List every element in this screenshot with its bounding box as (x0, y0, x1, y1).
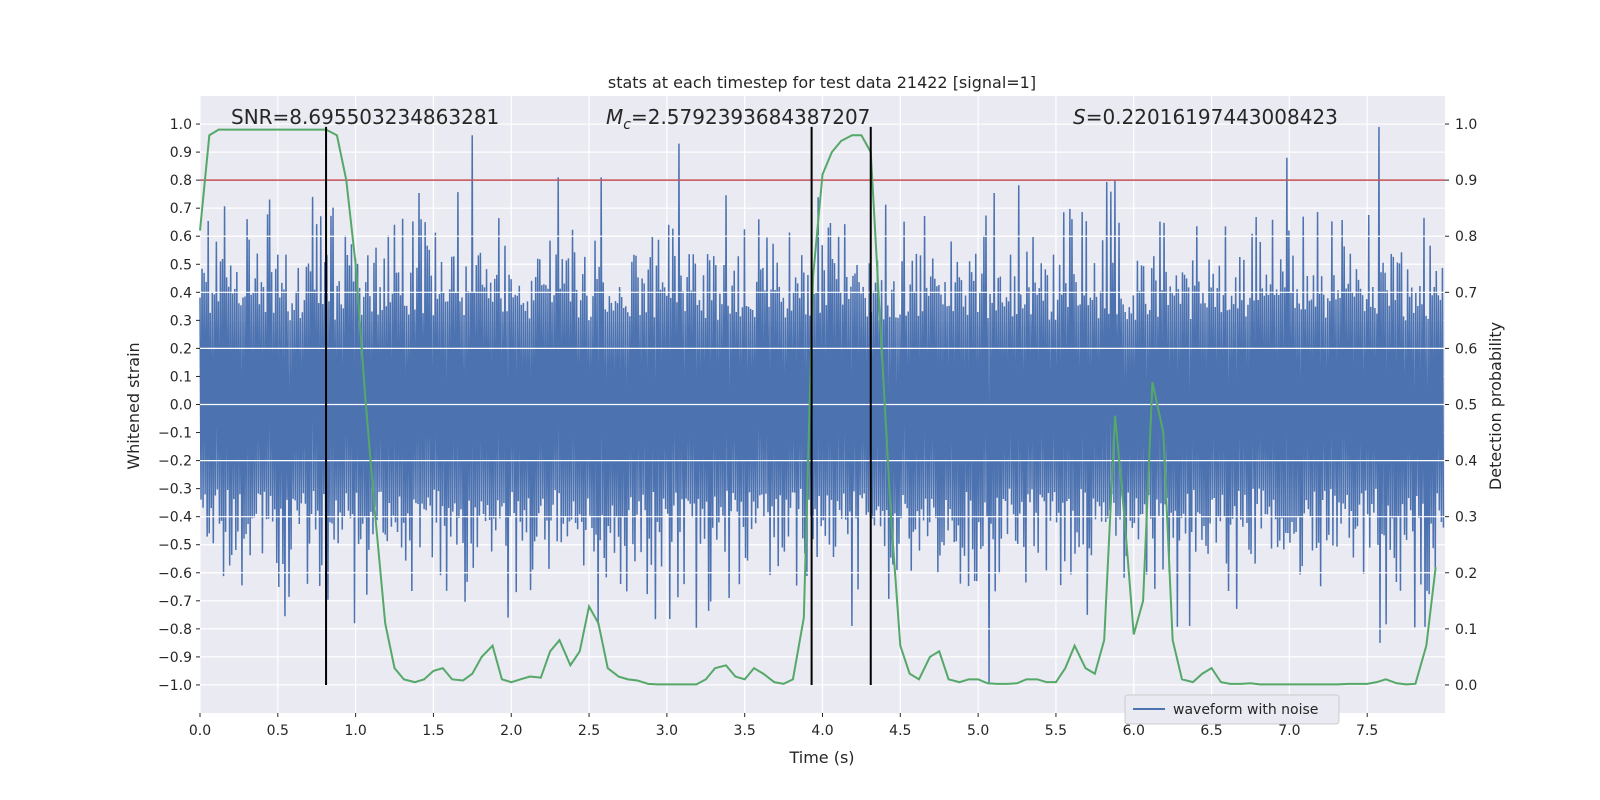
y-tick-label: −0.5 (158, 538, 192, 554)
y2-tick-label: 0.0 (1455, 678, 1477, 694)
y-tick-label: 0.7 (170, 201, 192, 217)
x-tick-label: 6.0 (1123, 723, 1145, 739)
chart-title: stats at each timestep for test data 214… (608, 73, 1036, 92)
y-tick-label: 0.5 (170, 257, 192, 273)
x-tick-label: 3.5 (734, 723, 756, 739)
y-tick-label: −0.9 (158, 650, 192, 666)
y-tick-label: −0.2 (158, 454, 192, 470)
y-tick-label: −0.7 (158, 594, 192, 610)
x-axis-label: Time (s) (788, 748, 854, 767)
y-tick-label: 0.2 (170, 341, 192, 357)
y-tick-label: −0.8 (158, 622, 192, 638)
y2-tick-label: 0.8 (1455, 229, 1477, 245)
y-tick-label: 0.1 (170, 369, 192, 385)
y2-tick-label: 0.4 (1455, 454, 1477, 470)
grid-overlay (200, 123, 1445, 686)
x-tick-label: 1.5 (422, 723, 444, 739)
y-tick-label: 1.0 (170, 117, 192, 133)
x-tick-label: 3.0 (656, 723, 678, 739)
x-tick-label: 7.0 (1278, 723, 1300, 739)
x-tick-label: 6.5 (1200, 723, 1222, 739)
y-tick-label: 0.0 (170, 398, 192, 414)
s-value: =0.22016197443008423 (1086, 105, 1338, 129)
y-tick-label: 0.8 (170, 173, 192, 189)
y-tick-label: −0.1 (158, 426, 192, 442)
chirp-mass-annotation: Mc=2.5792393684387207 (606, 105, 870, 133)
x-tick-label: 2.0 (500, 723, 522, 739)
waveform-series (199, 126, 1445, 685)
x-tick-label: 1.0 (344, 723, 366, 739)
s-symbol: S (1073, 105, 1086, 129)
y2-tick-label: 0.3 (1455, 510, 1477, 526)
overlays (199, 126, 1445, 686)
y2-axis-label: Detection probability (1486, 322, 1505, 490)
x-tick-label: 5.0 (967, 723, 989, 739)
detection-probability-line (199, 128, 1437, 686)
axes: 0.0 0.5 1.0 1.5 2.0 2.5 3.0 3.5 4.0 4.5 5.0 5.5 6.0 6… (158, 117, 1477, 739)
y-tick-label: −0.3 (158, 482, 192, 498)
legend-box (1124, 694, 1340, 725)
x-tick-label: 5.5 (1045, 723, 1067, 739)
x-tick-label: 2.5 (578, 723, 600, 739)
y2-tick-label: 1.0 (1455, 117, 1477, 133)
y-tick-label: 0.9 (170, 145, 192, 161)
y-tick-label: −0.6 (158, 566, 192, 582)
y-tick-label: 0.3 (170, 313, 192, 329)
y-tick-label: 0.6 (170, 229, 192, 245)
chirp-mass-symbol: M (606, 105, 623, 129)
x-tick-label: 0.0 (189, 723, 211, 739)
snr-annotation: SNR=8.695503234863281 (231, 105, 499, 129)
y2-tick-label: 0.9 (1455, 173, 1477, 189)
y-tick-label: −1.0 (158, 678, 192, 694)
x-tick-label: 7.5 (1356, 723, 1378, 739)
chirp-mass-subscript: c (623, 117, 631, 133)
y2-tick-label: 0.7 (1455, 285, 1477, 301)
y2-tick-label: 0.2 (1455, 566, 1477, 582)
y-tick-label: −0.4 (158, 510, 192, 526)
y2-tick-label: 0.1 (1455, 622, 1477, 638)
x-tick-label: 4.5 (889, 723, 911, 739)
y-axis-label: Whitened strain (124, 342, 143, 469)
s-annotation: S=0.22016197443008423 (1073, 105, 1338, 129)
y-tick-label: 0.4 (170, 285, 192, 301)
legend: waveform with noise (1124, 694, 1340, 725)
chirp-mass-value: =2.5792393684387207 (631, 105, 870, 129)
y2-tick-label: 0.5 (1455, 398, 1477, 414)
legend-label: waveform with noise (1173, 702, 1318, 718)
x-tick-label: 0.5 (267, 723, 289, 739)
waveform-line (199, 126, 1445, 685)
x-tick-label: 4.0 (811, 723, 833, 739)
y2-tick-label: 0.6 (1455, 341, 1477, 357)
